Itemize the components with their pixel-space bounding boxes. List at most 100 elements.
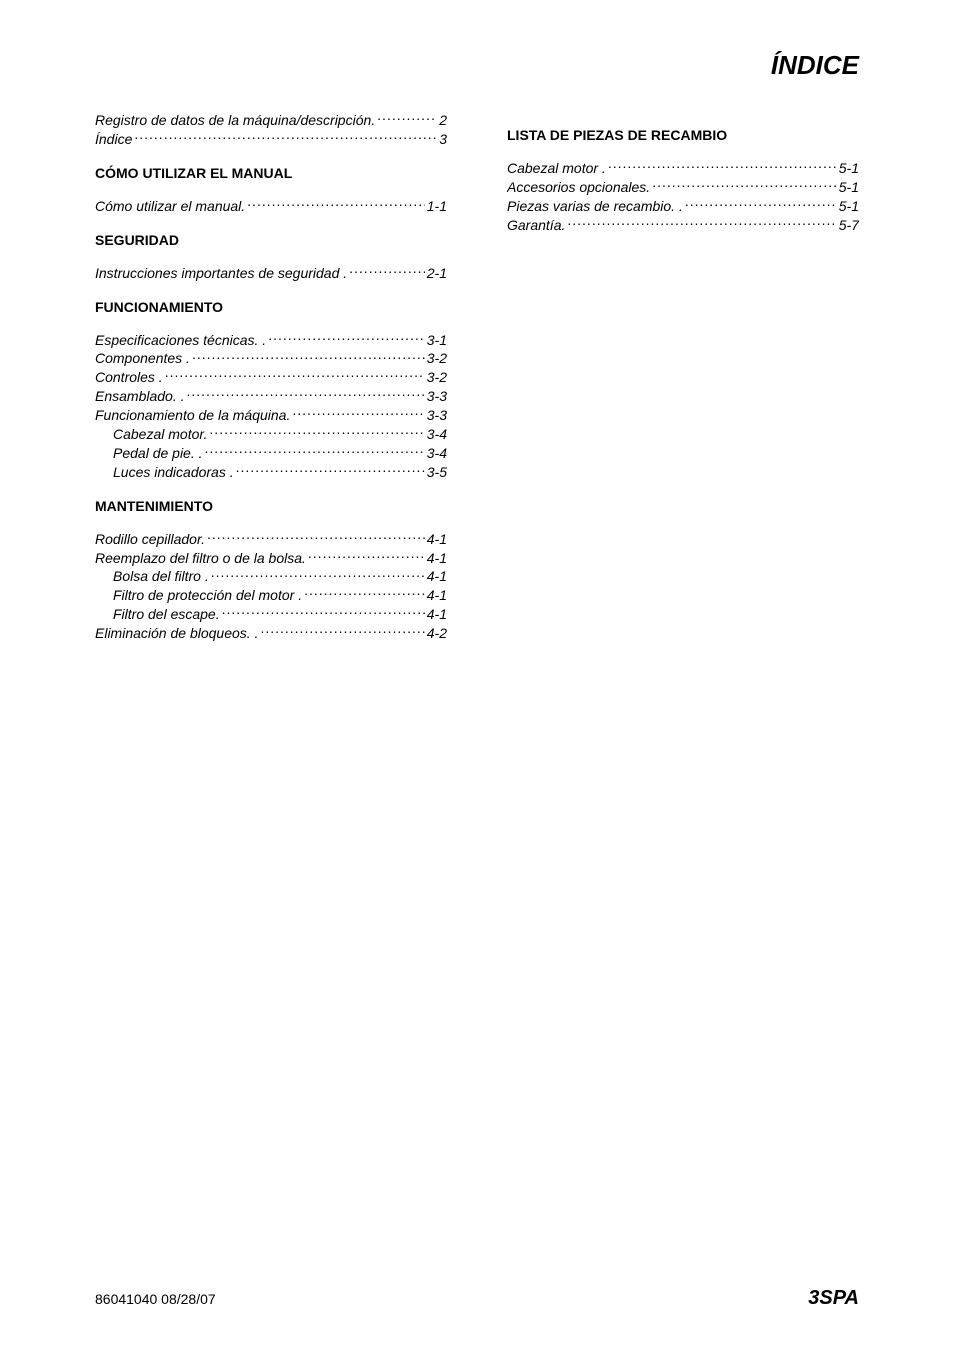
toc-label: Controles . bbox=[95, 368, 163, 387]
toc-page: 1-1 bbox=[427, 197, 447, 216]
toc-entry: Cómo utilizar el manual. 1-1 bbox=[95, 197, 447, 216]
toc-leader-dots bbox=[222, 605, 425, 619]
toc-entry: Eliminación de bloqueos. . 4-2 bbox=[95, 624, 447, 643]
toc-entry: Piezas varias de recambio. . 5-1 bbox=[507, 197, 859, 216]
toc-label: Cabezal motor. bbox=[113, 425, 207, 444]
toc-label: Componentes . bbox=[95, 349, 190, 368]
toc-page: 3-1 bbox=[427, 331, 447, 350]
toc-leader-dots bbox=[236, 463, 425, 477]
toc-leader-dots bbox=[205, 444, 425, 458]
toc-page: 3 bbox=[439, 130, 447, 149]
toc-label: Funcionamiento de la máquina. bbox=[95, 406, 290, 425]
toc-leader-dots bbox=[377, 111, 437, 125]
toc-label: Pedal de pie. . bbox=[113, 444, 203, 463]
section-entries: Cabezal motor .5-1Accesorios opcionales.… bbox=[507, 159, 859, 235]
section-heading: SEGURIDAD bbox=[95, 232, 447, 248]
toc-page: 5-1 bbox=[839, 159, 859, 178]
content-columns: Registro de datos de la máquina/descripc… bbox=[95, 111, 859, 653]
toc-entry: Garantía. 5-7 bbox=[507, 216, 859, 235]
toc-page: 2-1 bbox=[427, 264, 447, 283]
toc-entry: Rodillo cepillador. 4-1 bbox=[95, 530, 447, 549]
toc-label: Bolsa del filtro . bbox=[113, 567, 209, 586]
toc-page: 4-1 bbox=[427, 605, 447, 624]
toc-page: 5-7 bbox=[839, 216, 859, 235]
toc-page: 3-4 bbox=[427, 425, 447, 444]
footer-pagenum: 3SPA bbox=[808, 1287, 859, 1310]
toc-label: Cabezal motor . bbox=[507, 159, 606, 178]
section-entries: Rodillo cepillador.4-1Reemplazo del filt… bbox=[95, 530, 447, 643]
toc-entry: Controles . 3-2 bbox=[95, 368, 447, 387]
section-heading: FUNCIONAMIENTO bbox=[95, 299, 447, 315]
page-title: ÍNDICE bbox=[95, 50, 859, 81]
toc-entry: Funcionamiento de la máquina.3-3 bbox=[95, 406, 447, 425]
toc-leader-dots bbox=[207, 530, 425, 544]
toc-entry: Cabezal motor. 3-4 bbox=[95, 425, 447, 444]
toc-leader-dots bbox=[165, 368, 425, 382]
section-heading: MANTENIMIENTO bbox=[95, 498, 447, 514]
toc-label: Filtro de protección del motor . bbox=[113, 586, 302, 605]
toc-entry: Registro de datos de la máquina/descripc… bbox=[95, 111, 447, 130]
toc-page: 3-5 bbox=[427, 463, 447, 482]
toc-page: 5-1 bbox=[839, 178, 859, 197]
toc-label: Accesorios opcionales. bbox=[507, 178, 650, 197]
page-footer: 86041040 08/28/07 3SPA bbox=[95, 1287, 859, 1310]
toc-entry: Bolsa del filtro . 4-1 bbox=[95, 567, 447, 586]
toc-leader-dots bbox=[209, 425, 424, 439]
left-column: Registro de datos de la máquina/descripc… bbox=[95, 111, 447, 653]
toc-leader-dots bbox=[567, 216, 836, 230]
toc-label: Luces indicadoras . bbox=[113, 463, 234, 482]
toc-entry: Filtro del escape. 4-1 bbox=[95, 605, 447, 624]
toc-leader-dots bbox=[292, 406, 424, 420]
toc-label: Registro de datos de la máquina/descripc… bbox=[95, 111, 375, 130]
toc-page: 5-1 bbox=[839, 197, 859, 216]
toc-entry: Cabezal motor . 5-1 bbox=[507, 159, 859, 178]
toc-entry: Instrucciones importantes de seguridad .… bbox=[95, 264, 447, 283]
toc-leader-dots bbox=[192, 349, 425, 363]
toc-page: 3-2 bbox=[427, 368, 447, 387]
toc-leader-dots bbox=[608, 159, 837, 173]
right-column: LISTA DE PIEZAS DE RECAMBIO Cabezal motor… bbox=[507, 111, 859, 653]
toc-page: 4-1 bbox=[427, 567, 447, 586]
toc-entry: Especificaciones técnicas. . 3-1 bbox=[95, 331, 447, 350]
toc-label: Índice bbox=[95, 130, 132, 149]
toc-leader-dots bbox=[652, 178, 837, 192]
intro-group: Registro de datos de la máquina/descripc… bbox=[95, 111, 447, 149]
toc-leader-dots bbox=[211, 567, 425, 581]
toc-label: Piezas varias de recambio. . bbox=[507, 197, 683, 216]
toc-entry: Índice 3 bbox=[95, 130, 447, 149]
toc-leader-dots bbox=[349, 264, 425, 278]
toc-page: 4-1 bbox=[427, 586, 447, 605]
toc-leader-dots bbox=[685, 197, 837, 211]
toc-entry: Accesorios opcionales. 5-1 bbox=[507, 178, 859, 197]
toc-page: 4-2 bbox=[427, 624, 447, 643]
toc-leader-dots bbox=[134, 130, 437, 144]
toc-label: Garantía. bbox=[507, 216, 565, 235]
toc-page: 3-2 bbox=[427, 349, 447, 368]
toc-label: Eliminación de bloqueos. . bbox=[95, 624, 258, 643]
toc-leader-dots bbox=[260, 624, 424, 638]
toc-label: Instrucciones importantes de seguridad . bbox=[95, 264, 347, 283]
toc-entry: Reemplazo del filtro o de la bolsa. 4-1 bbox=[95, 549, 447, 568]
toc-entry: Componentes . 3-2 bbox=[95, 349, 447, 368]
toc-leader-dots bbox=[308, 549, 425, 563]
toc-page: 3-3 bbox=[427, 387, 447, 406]
toc-leader-dots bbox=[187, 387, 425, 401]
toc-label: Especificaciones técnicas. . bbox=[95, 331, 266, 350]
section-heading: CÓMO UTILIZAR EL MANUAL bbox=[95, 165, 447, 181]
toc-page: 3-4 bbox=[427, 444, 447, 463]
toc-page: 4-1 bbox=[427, 530, 447, 549]
toc-leader-dots bbox=[247, 197, 425, 211]
toc-label: Rodillo cepillador. bbox=[95, 530, 205, 549]
toc-entry: Ensamblado. . 3-3 bbox=[95, 387, 447, 406]
toc-label: Filtro del escape. bbox=[113, 605, 220, 624]
section-heading: LISTA DE PIEZAS DE RECAMBIO bbox=[507, 127, 859, 143]
toc-entry: Pedal de pie. . 3-4 bbox=[95, 444, 447, 463]
toc-label: Ensamblado. . bbox=[95, 387, 185, 406]
toc-label: Reemplazo del filtro o de la bolsa. bbox=[95, 549, 306, 568]
toc-leader-dots bbox=[268, 331, 425, 345]
toc-label: Cómo utilizar el manual. bbox=[95, 197, 245, 216]
toc-page: 4-1 bbox=[427, 549, 447, 568]
toc-entry: Luces indicadoras . 3-5 bbox=[95, 463, 447, 482]
footer-docid: 86041040 08/28/07 bbox=[95, 1291, 216, 1307]
section-entries: Instrucciones importantes de seguridad .… bbox=[95, 264, 447, 283]
